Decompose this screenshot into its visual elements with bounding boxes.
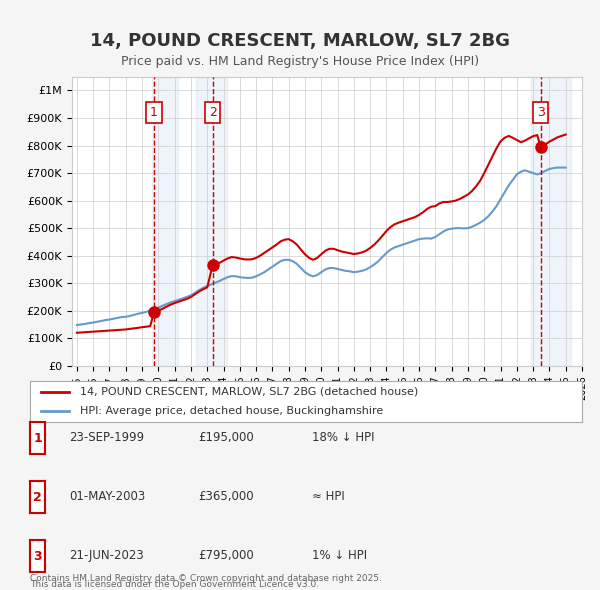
Text: 21-JUN-2023: 21-JUN-2023	[69, 549, 144, 562]
Text: 1% ↓ HPI: 1% ↓ HPI	[312, 549, 367, 562]
Bar	[152, 77, 178, 366]
Text: 18% ↓ HPI: 18% ↓ HPI	[312, 431, 374, 444]
Text: Price paid vs. HM Land Registry's House Price Index (HPI): Price paid vs. HM Land Registry's House …	[121, 55, 479, 68]
Text: Contains HM Land Registry data © Crown copyright and database right 2025.: Contains HM Land Registry data © Crown c…	[30, 574, 382, 583]
Text: £365,000: £365,000	[198, 490, 254, 503]
Text: 2: 2	[209, 106, 217, 119]
Text: 14, POUND CRESCENT, MARLOW, SL7 2BG: 14, POUND CRESCENT, MARLOW, SL7 2BG	[90, 32, 510, 50]
Text: 01-MAY-2003: 01-MAY-2003	[69, 490, 145, 503]
Text: £195,000: £195,000	[198, 431, 254, 444]
Text: 1: 1	[150, 106, 158, 119]
Text: 2: 2	[33, 490, 42, 504]
Text: 23-SEP-1999: 23-SEP-1999	[69, 431, 144, 444]
Text: This data is licensed under the Open Government Licence v3.0.: This data is licensed under the Open Gov…	[30, 580, 319, 589]
Text: 14, POUND CRESCENT, MARLOW, SL7 2BG (detached house): 14, POUND CRESCENT, MARLOW, SL7 2BG (det…	[80, 386, 418, 396]
Text: ≈ HPI: ≈ HPI	[312, 490, 345, 503]
Text: £795,000: £795,000	[198, 549, 254, 562]
Text: HPI: Average price, detached house, Buckinghamshire: HPI: Average price, detached house, Buck…	[80, 406, 383, 416]
Bar	[532, 77, 571, 366]
Text: 1: 1	[33, 431, 42, 445]
Text: 3: 3	[537, 106, 545, 119]
Bar	[196, 77, 227, 366]
Text: 3: 3	[33, 549, 42, 563]
